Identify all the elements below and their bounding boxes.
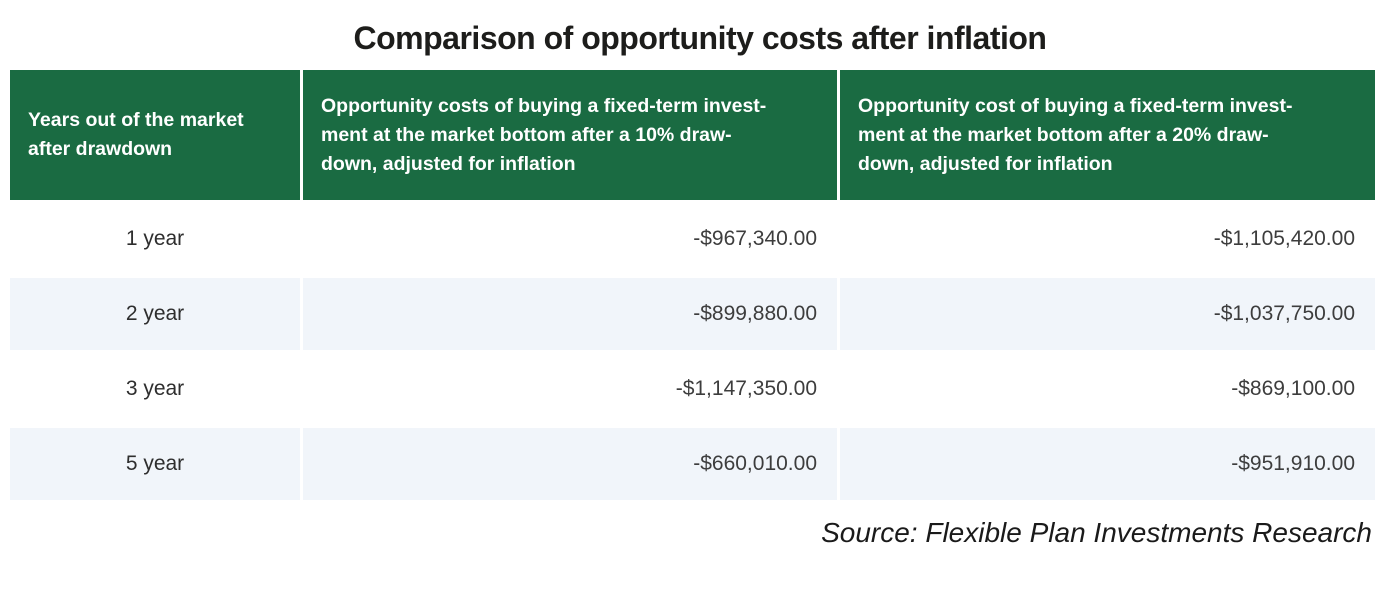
table-row: 3 year -$1,147,350.00 -$869,100.00 bbox=[10, 353, 1375, 425]
opportunity-costs-table: Years out of the market after drawdown O… bbox=[7, 67, 1378, 503]
column-header-cost-10pct: Opportunity costs of buying a fixed-term… bbox=[303, 70, 837, 200]
cell-cost-10pct: -$660,010.00 bbox=[303, 428, 837, 500]
cell-cost-20pct: -$1,037,750.00 bbox=[840, 278, 1375, 350]
cell-years: 2 year bbox=[10, 278, 300, 350]
cell-cost-10pct: -$899,880.00 bbox=[303, 278, 837, 350]
cell-years: 3 year bbox=[10, 353, 300, 425]
page-title: Comparison of opportunity costs after in… bbox=[353, 20, 1047, 56]
table-row: 2 year -$899,880.00 -$1,037,750.00 bbox=[10, 278, 1375, 350]
cell-cost-10pct: -$967,340.00 bbox=[303, 203, 837, 275]
table-header: Years out of the market after drawdown O… bbox=[10, 70, 1375, 200]
cell-cost-10pct: -$1,147,350.00 bbox=[303, 353, 837, 425]
source-attribution: Source: Flexible Plan Investments Resear… bbox=[821, 517, 1372, 548]
cell-cost-20pct: -$869,100.00 bbox=[840, 353, 1375, 425]
cell-cost-20pct: -$1,105,420.00 bbox=[840, 203, 1375, 275]
column-header-cost-20pct: Opportunity cost of buying a fixed-term … bbox=[840, 70, 1375, 200]
cell-years: 5 year bbox=[10, 428, 300, 500]
cell-cost-20pct: -$951,910.00 bbox=[840, 428, 1375, 500]
cell-years: 1 year bbox=[10, 203, 300, 275]
table-body: 1 year -$967,340.00 -$1,105,420.00 2 yea… bbox=[10, 203, 1375, 500]
table-row: 1 year -$967,340.00 -$1,105,420.00 bbox=[10, 203, 1375, 275]
table-row: 5 year -$660,010.00 -$951,910.00 bbox=[10, 428, 1375, 500]
column-header-years: Years out of the market after drawdown bbox=[10, 70, 300, 200]
header-row: Years out of the market after drawdown O… bbox=[10, 70, 1375, 200]
